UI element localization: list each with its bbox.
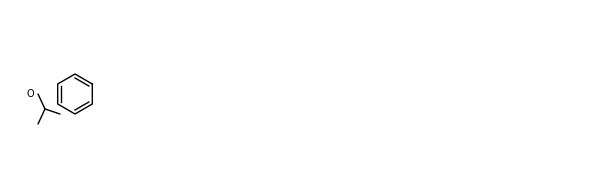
Text: O: O	[26, 89, 34, 99]
